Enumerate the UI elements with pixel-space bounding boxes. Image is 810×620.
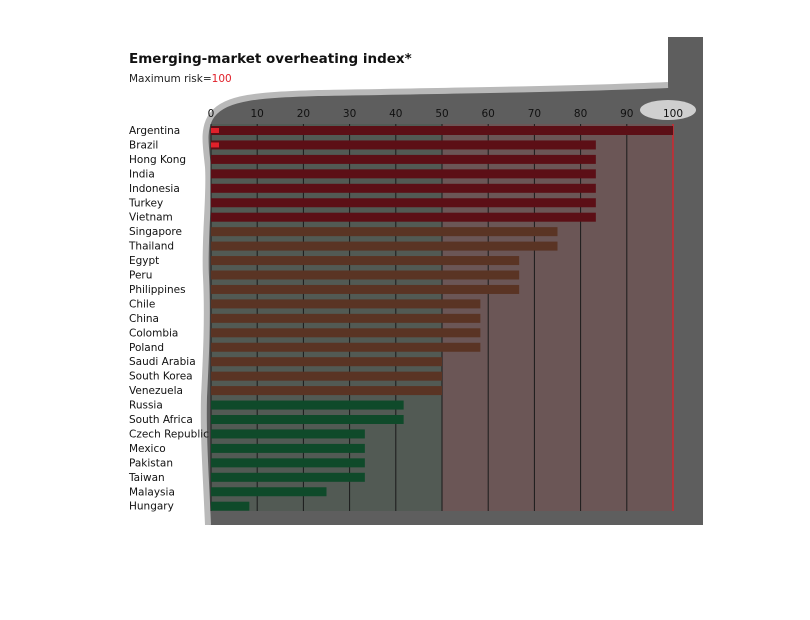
tick-label-60: 60 — [482, 108, 495, 120]
bar-india — [211, 169, 596, 179]
tick-label-80: 80 — [574, 108, 587, 120]
bar-philippines — [211, 284, 520, 294]
bar-south-korea — [211, 371, 442, 381]
bar-mexico — [211, 443, 365, 453]
tick-label-0: 0 — [208, 108, 215, 120]
bar-poland — [211, 342, 481, 352]
tick-label-100: 100 — [663, 108, 683, 120]
subtitle-prefix: Maximum risk= — [129, 73, 212, 85]
bar-china — [211, 313, 481, 323]
bar-pakistan — [211, 458, 365, 468]
tick-label-20: 20 — [297, 108, 310, 120]
bar-peru — [211, 270, 520, 280]
category-label-argentina: Argentina — [129, 125, 180, 137]
category-label-russia: Russia — [129, 400, 163, 412]
category-label-hong-kong: Hong Kong — [129, 154, 186, 166]
bar-brazil — [211, 140, 596, 150]
gray-outline-band — [200, 82, 669, 525]
bar-malaysia — [211, 487, 327, 497]
bar-chart: 0 10 20 30 40 50 60 70 80 90 100 Argentina Brazil Ho… — [108, 37, 696, 525]
category-label-saudi-arabia: Saudi Arabia — [129, 356, 196, 368]
bar-taiwan — [211, 472, 365, 482]
bar-hong-kong — [211, 154, 596, 164]
bar-turkey — [211, 198, 596, 208]
bar-chile — [211, 299, 481, 309]
tick-label-30: 30 — [343, 108, 356, 120]
bar-russia — [211, 400, 404, 410]
category-label-taiwan: Taiwan — [128, 472, 165, 484]
category-label-pakistan: Pakistan — [129, 457, 173, 469]
tick-label-10: 10 — [251, 108, 264, 120]
category-label-turkey: Turkey — [128, 197, 163, 209]
bar-vietnam — [211, 212, 596, 222]
bar-thailand — [211, 241, 558, 251]
accent-brazil — [211, 142, 219, 148]
category-label-chile: Chile — [129, 298, 155, 310]
bar-czech-republic — [211, 429, 365, 439]
category-label-india: India — [129, 168, 155, 180]
tick-label-50: 50 — [435, 108, 448, 120]
category-label-hungary: Hungary — [129, 501, 174, 513]
tick-label-70: 70 — [528, 108, 541, 120]
tick-label-40: 40 — [389, 108, 402, 120]
tick-label-90: 90 — [620, 108, 633, 120]
accent-argentina — [211, 128, 219, 133]
category-label-philippines: Philippines — [129, 284, 186, 296]
chart-title: Emerging-market overheating index* — [129, 51, 412, 67]
category-label-china: China — [129, 313, 159, 325]
category-label-malaysia: Malaysia — [129, 486, 175, 498]
bar-indonesia — [211, 183, 596, 193]
category-label-south-africa: South Africa — [129, 414, 193, 426]
bar-saudi-arabia — [211, 357, 442, 367]
category-label-czech-republic: Czech Republic — [129, 428, 209, 440]
category-label-poland: Poland — [129, 342, 164, 354]
subtitle-max-value: 100 — [212, 73, 232, 85]
bar-south-africa — [211, 415, 404, 424]
bar-singapore — [211, 227, 558, 237]
category-label-vietnam: Vietnam — [129, 212, 173, 224]
bar-hungary — [211, 501, 250, 511]
category-label-brazil: Brazil — [129, 139, 158, 151]
bar-colombia — [211, 328, 481, 338]
category-label-colombia: Colombia — [129, 327, 178, 339]
bar-argentina — [211, 126, 673, 135]
chart-subtitle: Maximum risk=100 — [129, 73, 232, 85]
chart-panel: 0 10 20 30 40 50 60 70 80 90 100 Argentina Brazil Ho… — [108, 37, 703, 525]
category-label-south-korea: South Korea — [129, 371, 193, 383]
bar-venezuela — [211, 386, 442, 396]
top-right-highlight — [640, 100, 696, 120]
category-label-indonesia: Indonesia — [129, 183, 180, 195]
bar-egypt — [211, 256, 520, 266]
category-label-peru: Peru — [129, 270, 152, 282]
category-label-egypt: Egypt — [129, 255, 159, 267]
category-label-singapore: Singapore — [129, 226, 182, 238]
category-label-thailand: Thailand — [128, 241, 174, 253]
category-label-mexico: Mexico — [129, 443, 166, 455]
category-label-venezuela: Venezuela — [129, 385, 183, 397]
